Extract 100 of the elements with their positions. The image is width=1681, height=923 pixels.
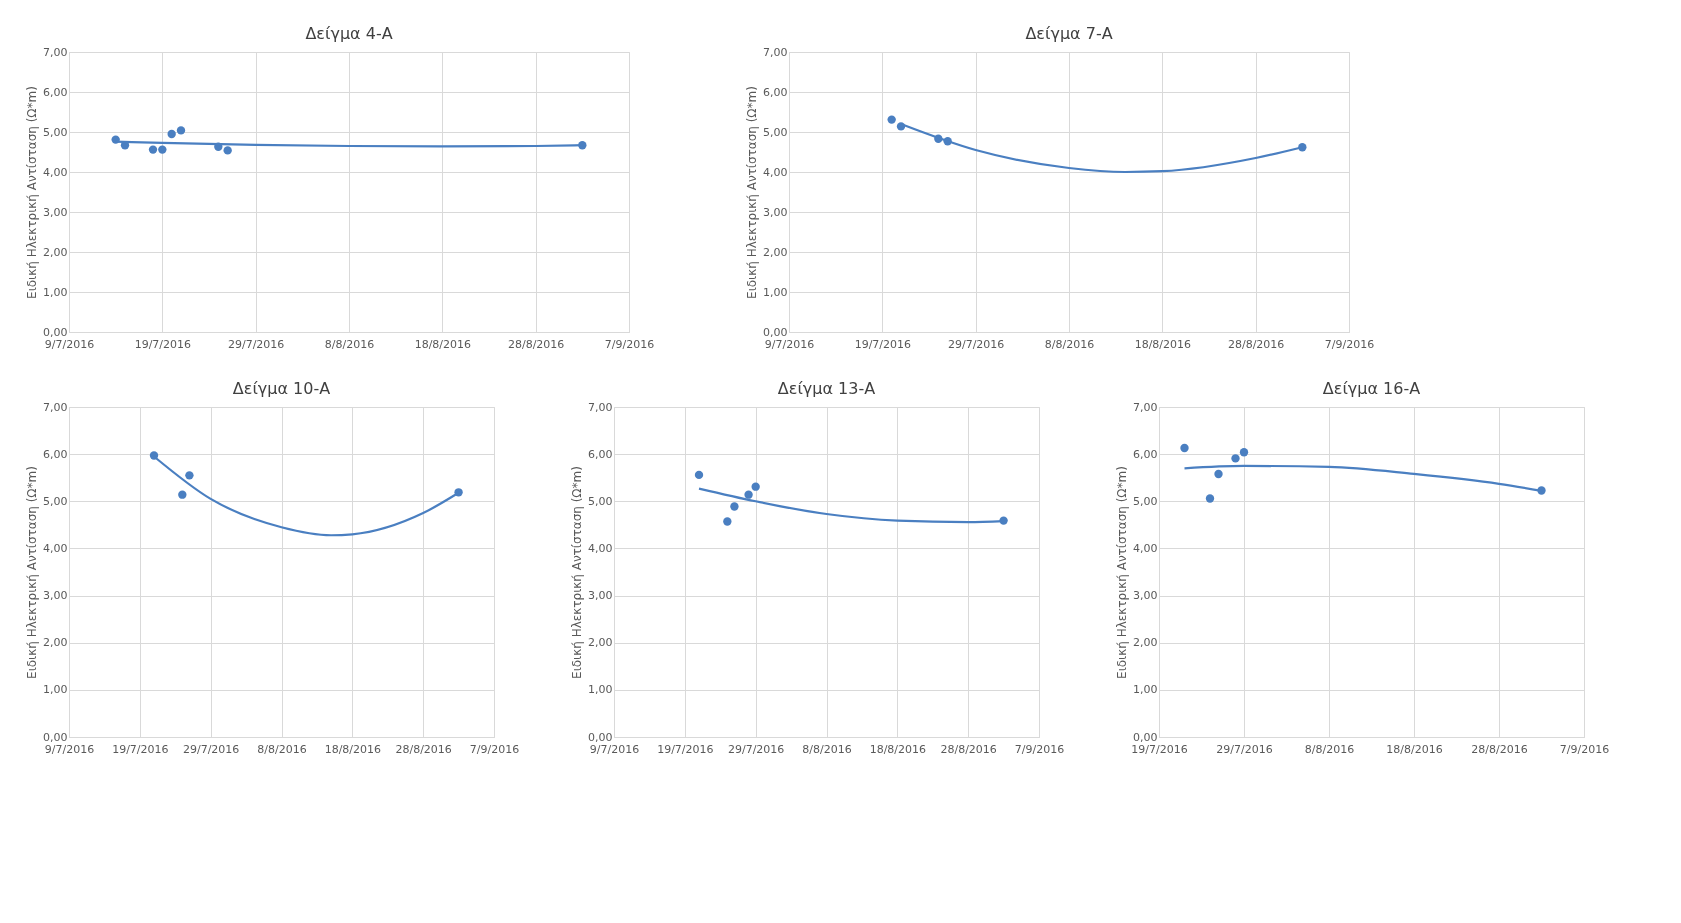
point <box>148 145 158 154</box>
y-tick-label: 6,00 <box>1133 447 1158 461</box>
y-tick-label: 1,00 <box>763 285 788 299</box>
y-tick-label: 4,00 <box>763 165 788 179</box>
y-tick-label: 3,00 <box>1133 589 1158 603</box>
y-tick-label: 0,00 <box>43 325 68 339</box>
y-tick-label: 3,00 <box>588 589 613 603</box>
x-tick-label: 7/9/2016 <box>604 337 655 351</box>
x-tick-label: 28/8/2016 <box>507 337 565 351</box>
y-axis-title: Ειδική Ηλεκτρική Αντίσταση (Ω*m) <box>1115 466 1130 679</box>
point <box>730 502 739 511</box>
x-tick-label: 19/7/2016 <box>112 742 169 756</box>
y-axis-title: Ειδική Ηλεκτρική Αντίσταση (Ω*m) <box>745 86 760 299</box>
y-tick-label: 4,00 <box>43 165 68 179</box>
y-tick-label: 7,00 <box>763 45 788 59</box>
point <box>1180 443 1189 453</box>
y-tick-label: 4,00 <box>588 541 613 555</box>
chart-title: Δείγμα 16-Α <box>1322 379 1421 398</box>
x-tick-label: 18/8/2016 <box>414 337 472 351</box>
x-tick-label: 29/7/2016 <box>182 742 240 756</box>
y-tick-label: 7,00 <box>43 400 68 414</box>
y-axis-title: Ειδική Ηλεκτρική Αντίσταση (Ω*m) <box>570 466 585 679</box>
y-tick-label: 2,00 <box>763 245 788 259</box>
x-tick-label: 29/7/2016 <box>227 337 285 351</box>
x-tick-label: 18/8/2016 <box>1386 742 1443 756</box>
x-tick-label: 29/7/2016 <box>727 742 785 756</box>
x-tick-label: 29/7/2016 <box>1216 742 1273 756</box>
point <box>167 129 176 139</box>
y-tick-label: 7,00 <box>588 400 613 414</box>
point <box>1205 494 1215 503</box>
x-tick-label: 19/7/2016 <box>657 742 714 756</box>
y-tick-label: 2,00 <box>588 636 613 650</box>
point <box>723 517 732 526</box>
y-tick-label: 0,00 <box>588 730 613 744</box>
x-tick-label: 7/9/2016 <box>1014 742 1065 756</box>
point <box>1231 454 1240 463</box>
x-tick-label: 8/8/2016 <box>1304 742 1355 756</box>
y-tick-label: 0,00 <box>43 730 68 744</box>
y-tick-label: 6,00 <box>43 447 68 461</box>
point <box>744 490 753 499</box>
y-tick-label: 0,00 <box>1133 730 1158 744</box>
y-tick-label: 6,00 <box>588 447 613 461</box>
point <box>751 482 760 491</box>
x-tick-label: 18/8/2016 <box>324 742 382 756</box>
x-tick-label: 8/8/2016 <box>257 742 307 756</box>
y-tick-label: 1,00 <box>588 683 613 697</box>
x-tick-label: 19/7/2016 <box>1131 742 1188 756</box>
y-axis-title: Ειδική Ηλεκτρική Αντίσταση (Ω*m) <box>25 466 40 679</box>
x-tick-label: 28/8/2016 <box>395 742 452 756</box>
x-tick-label: 19/7/2016 <box>854 337 912 351</box>
point <box>1214 469 1223 479</box>
point <box>185 471 194 480</box>
x-tick-label: 7/9/2016 <box>469 742 520 756</box>
x-tick-label: 9/7/2016 <box>764 337 815 351</box>
x-tick-label: 8/8/2016 <box>324 337 375 351</box>
y-tick-label: 7,00 <box>43 45 68 59</box>
x-tick-label: 28/8/2016 <box>1227 337 1285 351</box>
chart-title: Δείγμα 7-Α <box>1025 24 1113 43</box>
y-tick-label: 5,00 <box>763 125 788 139</box>
y-tick-label: 2,00 <box>43 245 68 259</box>
y-tick-label: 6,00 <box>43 85 68 99</box>
x-tick-label: 7/9/2016 <box>1559 742 1610 756</box>
x-tick-label: 9/7/2016 <box>44 337 95 351</box>
y-tick-label: 5,00 <box>43 125 68 139</box>
y-tick-label: 2,00 <box>1133 636 1158 650</box>
y-tick-label: 3,00 <box>43 205 68 219</box>
x-tick-label: 28/8/2016 <box>1471 742 1528 756</box>
point <box>178 490 187 499</box>
x-tick-label: 7/9/2016 <box>1324 337 1375 351</box>
y-tick-label: 1,00 <box>1133 683 1158 697</box>
y-tick-label: 5,00 <box>1133 494 1158 508</box>
y-tick-label: 5,00 <box>43 494 68 508</box>
x-tick-label: 28/8/2016 <box>940 742 997 756</box>
y-tick-label: 4,00 <box>43 541 68 555</box>
chart-title: Δείγμα 10-Α <box>232 379 331 398</box>
y-tick-label: 1,00 <box>43 285 68 299</box>
x-tick-label: 8/8/2016 <box>802 742 852 756</box>
point <box>887 115 896 124</box>
point <box>158 145 167 154</box>
x-tick-label: 19/7/2016 <box>134 337 192 351</box>
point <box>694 470 704 480</box>
x-tick-label: 29/7/2016 <box>947 337 1005 351</box>
y-tick-label: 5,00 <box>588 494 613 508</box>
y-tick-label: 3,00 <box>763 205 788 219</box>
point <box>223 146 232 155</box>
y-tick-label: 1,00 <box>43 683 68 697</box>
x-tick-label: 9/7/2016 <box>589 742 640 756</box>
y-tick-label: 6,00 <box>763 85 788 99</box>
x-tick-label: 9/7/2016 <box>44 742 95 756</box>
chart-title: Δείγμα 4-Α <box>305 24 393 43</box>
y-tick-label: 3,00 <box>43 589 68 603</box>
y-axis-title: Ειδική Ηλεκτρική Αντίσταση (Ω*m) <box>25 86 40 299</box>
y-tick-label: 4,00 <box>1133 541 1158 555</box>
x-tick-label: 18/8/2016 <box>1134 337 1192 351</box>
y-tick-label: 0,00 <box>763 325 788 339</box>
chart-title: Δείγμα 13-Α <box>777 379 876 398</box>
x-tick-label: 8/8/2016 <box>1044 337 1095 351</box>
y-tick-label: 7,00 <box>1133 400 1158 414</box>
point <box>176 126 186 135</box>
x-tick-label: 18/8/2016 <box>869 742 927 756</box>
